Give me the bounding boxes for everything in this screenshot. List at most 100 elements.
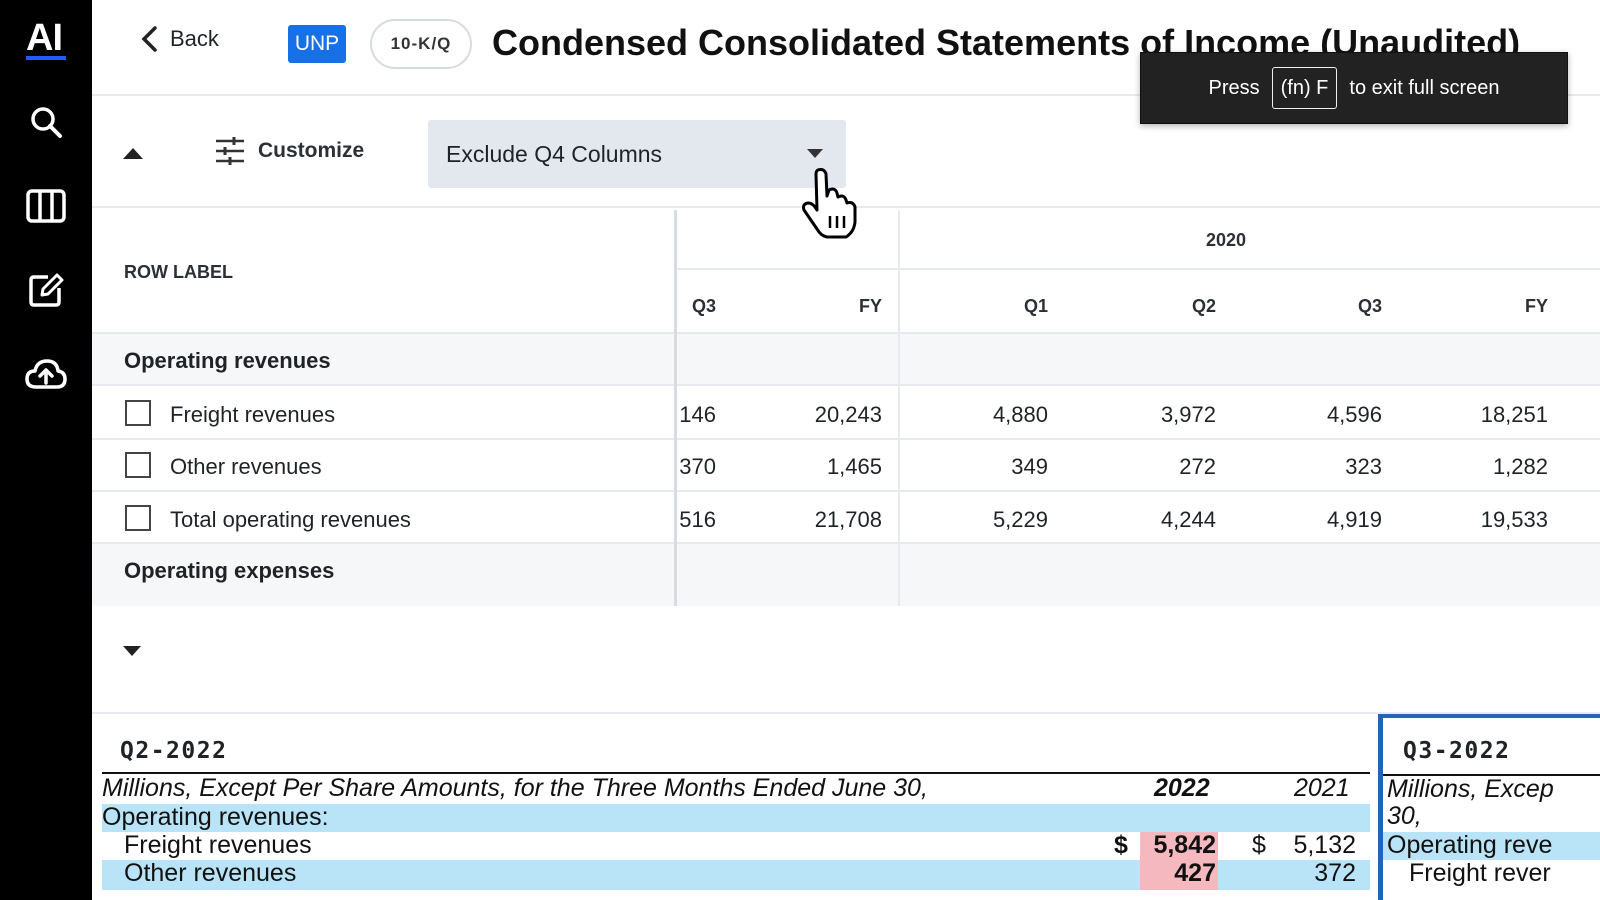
highlight-band xyxy=(102,804,1370,832)
source-documents: Q2-2022 Millions, Except Per Share Amoun… xyxy=(92,712,1600,900)
select-value: Exclude Q4 Columns xyxy=(446,140,663,167)
header-divider xyxy=(676,268,1600,270)
currency-symbol: $ xyxy=(1114,831,1128,859)
value-highlight xyxy=(1140,832,1218,862)
table-cell: 349 xyxy=(1011,454,1048,479)
row-label: Total operating revenues xyxy=(170,507,411,532)
row-divider xyxy=(92,384,1600,386)
column-header[interactable]: Q3 xyxy=(1357,296,1382,316)
row-checkbox[interactable] xyxy=(125,452,151,478)
currency-symbol: $ xyxy=(1252,831,1266,859)
document-row-label: Freight revenues xyxy=(124,831,312,859)
value-highlight xyxy=(1140,860,1218,890)
hand-cursor-icon xyxy=(800,166,860,245)
document-value: 372 xyxy=(1314,859,1356,887)
year-prior: 2021 xyxy=(1294,774,1350,802)
column-filter-select[interactable]: Exclude Q4 Columns xyxy=(428,120,846,188)
table-cell: 370 xyxy=(679,454,716,479)
document-row-label: Other revenues xyxy=(124,859,297,887)
table-cell: 146 xyxy=(679,402,716,427)
document-value[interactable]: 5,842 xyxy=(1153,831,1216,859)
row-label: Freight revenues xyxy=(170,402,336,427)
year-current: 2022 xyxy=(1154,774,1210,802)
row-label: Other revenues xyxy=(170,454,322,479)
table-cell: 5,229 xyxy=(992,507,1048,532)
table-cell: 1,282 xyxy=(1492,454,1548,479)
sliders-icon xyxy=(216,137,244,165)
table-cell: 323 xyxy=(1345,454,1382,479)
caret-down-icon xyxy=(123,646,141,656)
document-period[interactable]: Q2-2022 xyxy=(120,738,228,764)
column-header[interactable]: Q1 xyxy=(1023,296,1048,316)
cloud-upload-icon[interactable] xyxy=(24,352,68,396)
table-cell: 3,972 xyxy=(1160,402,1216,427)
document-section: Operating revenues: xyxy=(102,803,329,831)
form-type-pill[interactable]: 10-K/Q xyxy=(370,19,472,69)
ticker-badge[interactable]: UNP xyxy=(288,25,346,63)
logo-underline xyxy=(26,56,66,60)
section-row xyxy=(92,334,1600,384)
dropdown-arrow-icon xyxy=(807,149,823,158)
caption-line: 30, xyxy=(1387,802,1422,830)
document-period[interactable]: Q3-2022 xyxy=(1403,738,1511,764)
caption-rule xyxy=(1383,774,1600,776)
customize-button[interactable]: Customize xyxy=(214,136,364,166)
expand-button[interactable] xyxy=(122,644,142,662)
table-cell: 4,919 xyxy=(1326,507,1382,532)
document-panel-q3[interactable]: Q3-2022 Millions, Excep 30, Operating re… xyxy=(1378,714,1600,900)
caption-rule xyxy=(102,772,1370,774)
fullscreen-toast: Press (fn) F to exit full screen xyxy=(1140,52,1568,124)
row-checkbox[interactable] xyxy=(125,400,151,426)
section-label: Operating expenses xyxy=(124,558,335,583)
customize-label: Customize xyxy=(258,139,365,162)
main-content: Back UNP 10-K/Q Condensed Consolidated S… xyxy=(92,0,1600,900)
row-divider xyxy=(92,490,1600,492)
column-header[interactable]: FY xyxy=(858,296,882,316)
year-column-divider xyxy=(898,210,900,606)
back-button[interactable]: Back xyxy=(140,26,219,52)
document-caption: Millions, Excep 30, xyxy=(1387,776,1554,830)
table-cell: 272 xyxy=(1179,454,1216,479)
table-cell: 19,533 xyxy=(1480,507,1548,532)
table-cell: 21,708 xyxy=(814,507,882,532)
table-cell: 1,465 xyxy=(826,454,882,479)
highlight-band xyxy=(1383,832,1600,860)
table-cell: 4,244 xyxy=(1160,507,1216,532)
section-row xyxy=(92,544,1600,606)
frozen-column-divider xyxy=(674,210,677,606)
edit-icon[interactable] xyxy=(24,268,68,312)
document-caption: Millions, Except Per Share Amounts, for … xyxy=(102,774,928,802)
chevron-left-icon xyxy=(141,26,157,52)
keyboard-key: (fn) F xyxy=(1271,67,1338,109)
toast-message: to exit full screen xyxy=(1349,76,1500,99)
year-header: 2020 xyxy=(1206,230,1247,250)
table-cell: 20,243 xyxy=(814,402,882,427)
table-toolbar: Customize Exclude Q4 Columns xyxy=(92,98,1600,208)
search-icon[interactable] xyxy=(24,100,68,144)
row-checkbox[interactable] xyxy=(125,505,151,531)
table-cell: 516 xyxy=(679,507,716,532)
columns-icon[interactable] xyxy=(24,184,68,228)
caption-line: Millions, Excep xyxy=(1387,775,1554,803)
row-divider xyxy=(92,438,1600,440)
financial-table: ROW LABEL 2020 Q3 FY Q1 Q2 Q3 FY Operati… xyxy=(92,210,1600,606)
table-cell: 18,251 xyxy=(1480,402,1548,427)
back-label: Back xyxy=(170,26,219,51)
column-header[interactable]: FY xyxy=(1524,296,1548,316)
collapse-button[interactable] xyxy=(122,146,144,165)
row-divider xyxy=(92,542,1600,544)
row-label-header[interactable]: ROW LABEL xyxy=(124,262,233,282)
column-header[interactable]: Q3 xyxy=(691,296,716,316)
column-header[interactable]: Q2 xyxy=(1191,296,1216,316)
sidebar: AI xyxy=(0,0,92,900)
table-cell: 4,596 xyxy=(1326,402,1382,427)
caret-up-icon xyxy=(123,148,143,159)
section-label: Operating revenues xyxy=(124,348,331,373)
document-row-label: Freight rever xyxy=(1409,859,1551,887)
app-logo[interactable]: AI xyxy=(26,17,63,59)
document-section: Operating reve xyxy=(1387,831,1553,859)
toast-press: Press xyxy=(1208,76,1260,99)
document-value[interactable]: 427 xyxy=(1174,859,1216,887)
header-bottom-line xyxy=(92,332,1600,334)
table-cell: 4,880 xyxy=(992,402,1048,427)
